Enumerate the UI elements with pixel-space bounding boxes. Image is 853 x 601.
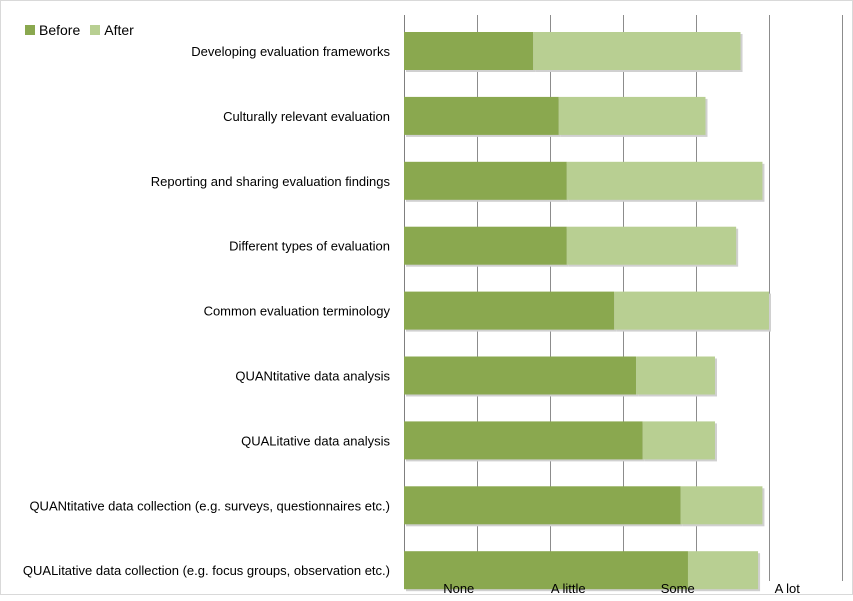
- x-tick-label: None: [443, 581, 474, 596]
- legend-swatch-before: [25, 25, 35, 35]
- bar-after: [533, 32, 741, 70]
- bar-after: [558, 96, 706, 135]
- legend-item-before: Before: [25, 22, 80, 38]
- x-tick-label: Some: [661, 581, 695, 596]
- legend-label-after: After: [104, 22, 134, 38]
- bar-before: [404, 32, 534, 70]
- bar-before: [404, 161, 567, 200]
- bar-before: [404, 421, 643, 460]
- category-label: QUALitative data analysis: [241, 433, 390, 448]
- bar-before: [404, 226, 567, 265]
- category-label: QUANtitative data collection (e.g. surve…: [29, 498, 390, 513]
- bar-before: [404, 291, 615, 330]
- category-label: Developing evaluation frameworks: [191, 44, 390, 59]
- legend-label-before: Before: [39, 22, 81, 38]
- bar-after: [642, 421, 715, 460]
- bar-after: [636, 356, 715, 395]
- legend-swatch-after: [90, 25, 101, 35]
- bar-before: [404, 356, 637, 395]
- x-tick-label: A little: [551, 581, 586, 596]
- x-tick-label: A lot: [775, 581, 801, 596]
- legend: Before After: [25, 22, 134, 38]
- bar-before: [404, 551, 688, 590]
- category-label: Common evaluation terminology: [204, 304, 391, 319]
- category-label: Culturally relevant evaluation: [223, 109, 390, 124]
- bar-after: [566, 161, 763, 200]
- bar-after: [566, 226, 737, 265]
- bar-after: [687, 551, 759, 590]
- bar-before: [404, 486, 681, 525]
- category-label: QUALitative data collection (e.g. focus …: [23, 563, 390, 578]
- category-label: QUANtitative data analysis: [235, 369, 390, 384]
- legend-item-after: After: [90, 22, 134, 38]
- bar-before: [404, 96, 559, 135]
- bar-after: [614, 291, 769, 330]
- category-label: Reporting and sharing evaluation finding…: [151, 174, 391, 189]
- category-label: Different types of evaluation: [229, 239, 390, 254]
- bar-after: [680, 486, 763, 525]
